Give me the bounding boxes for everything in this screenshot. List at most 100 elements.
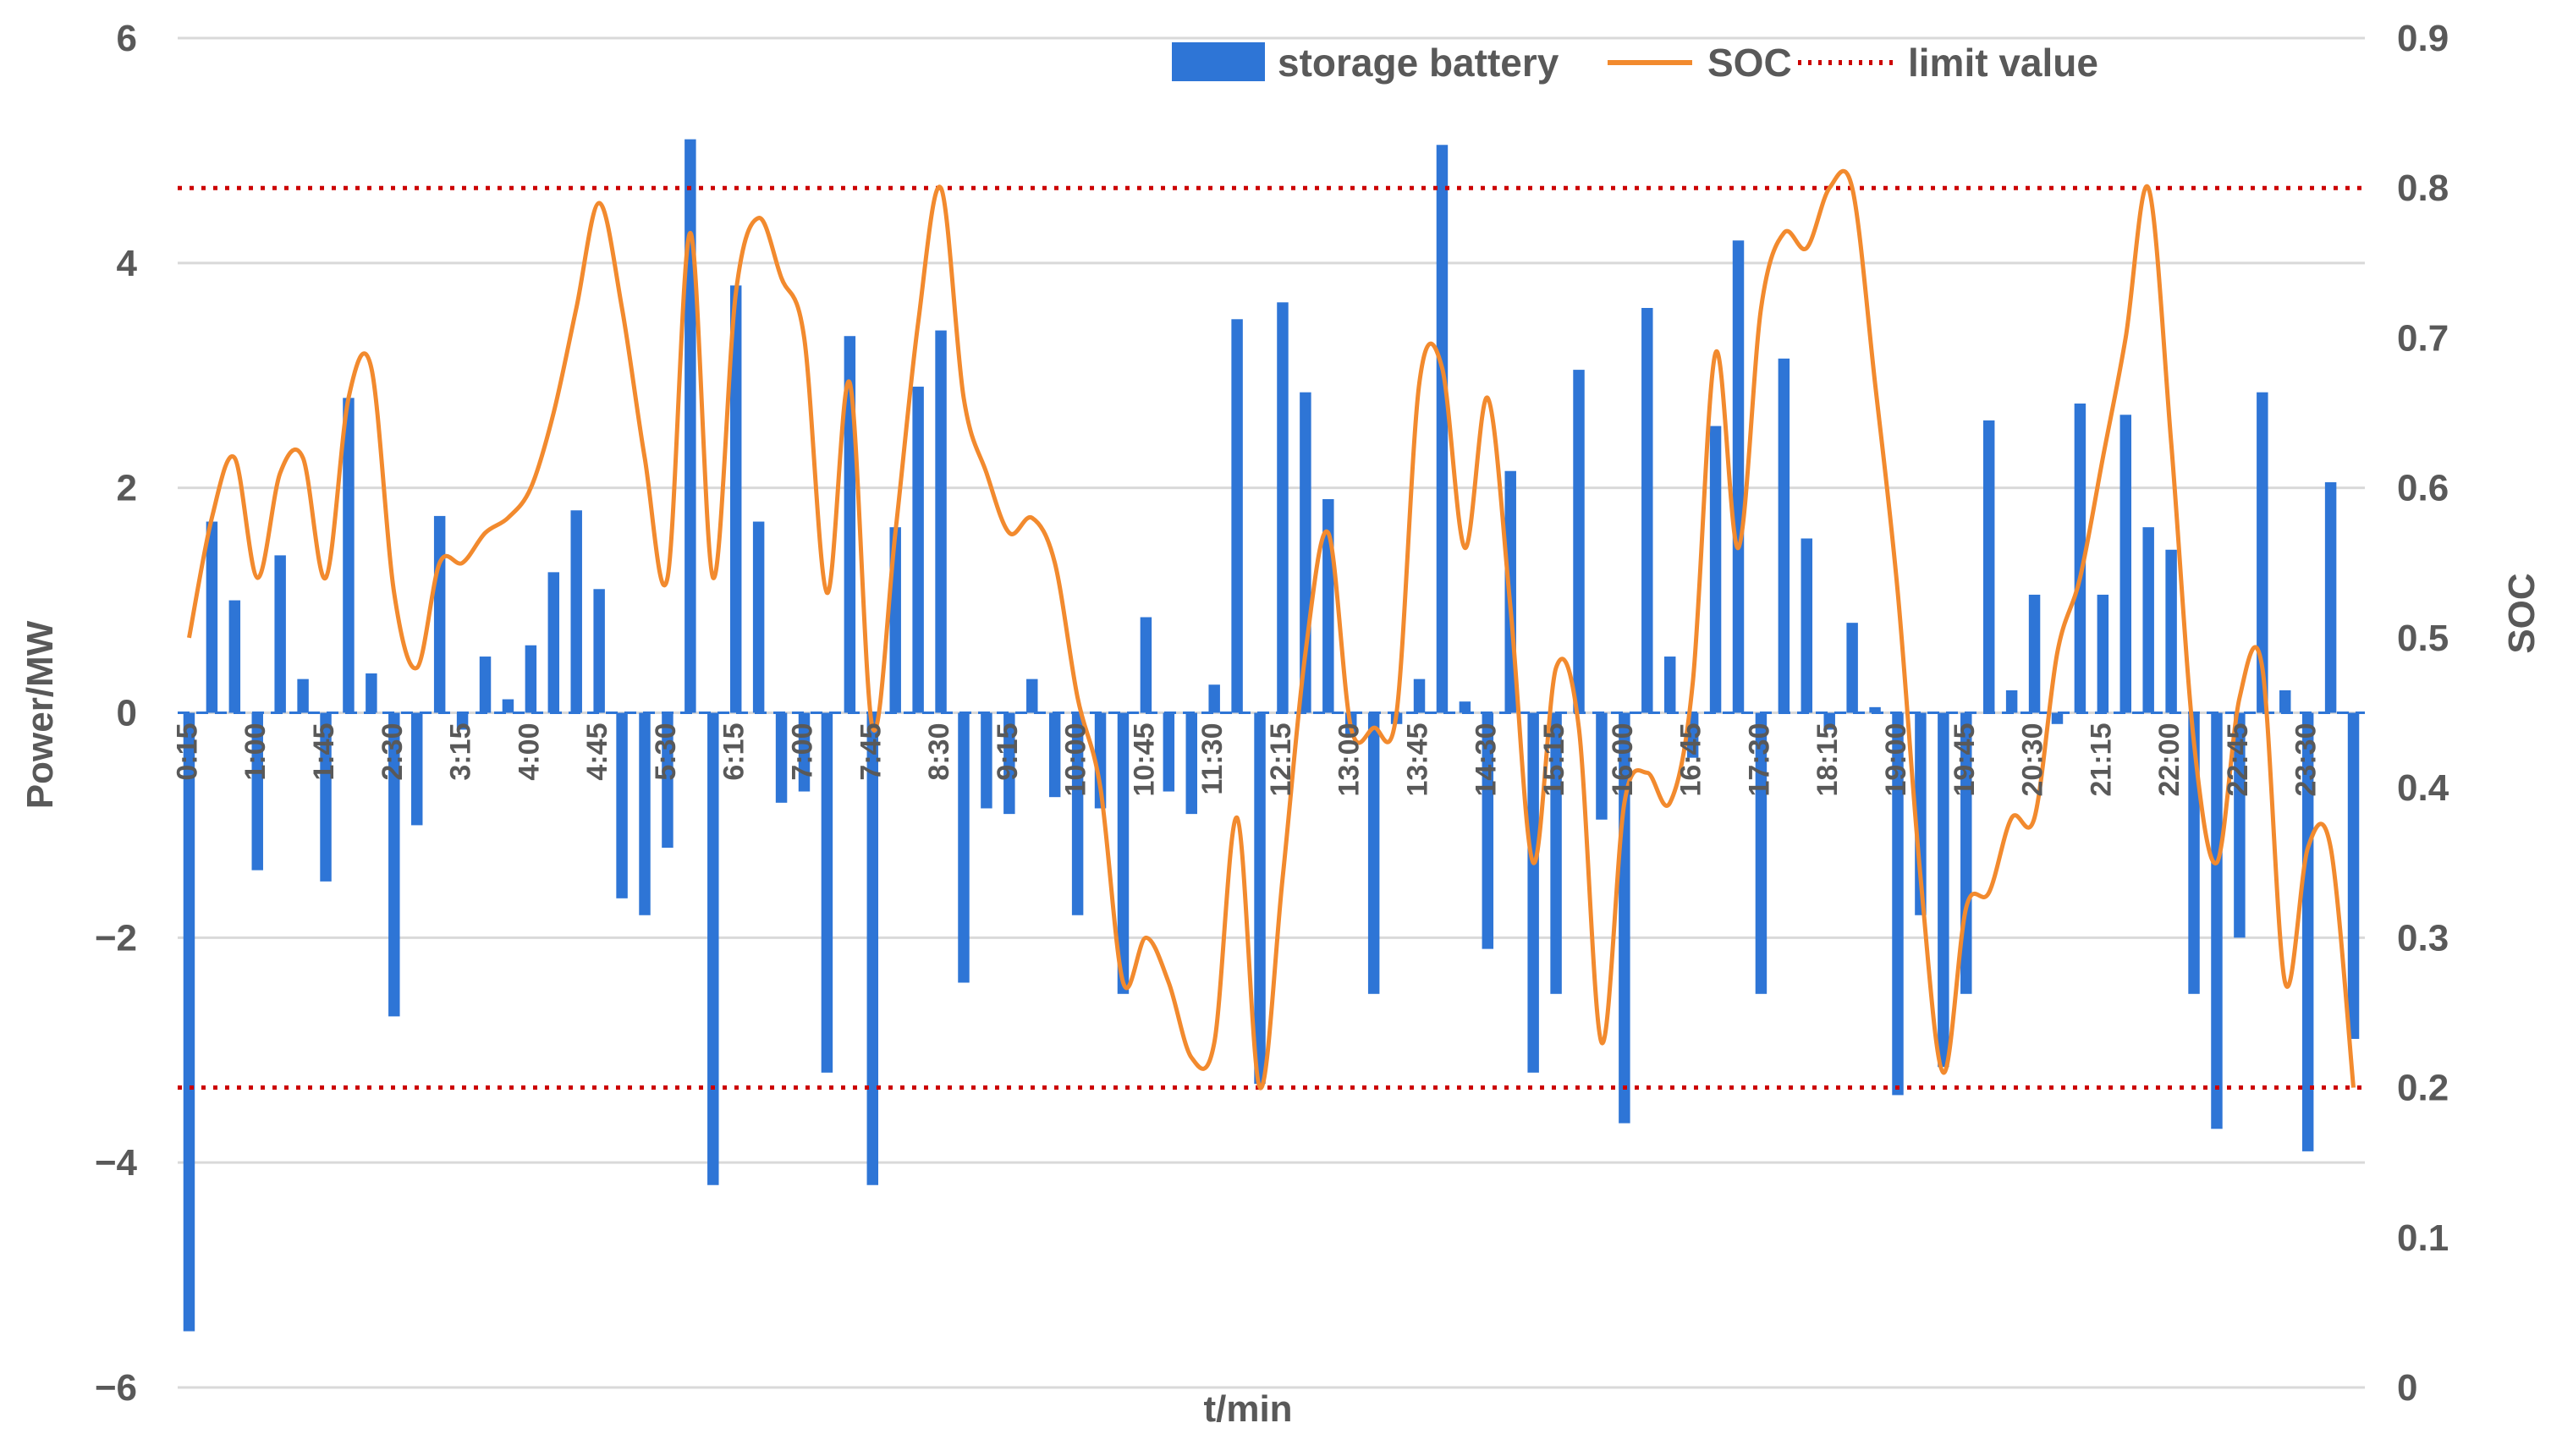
bar-21:30: [2119, 415, 2131, 713]
bar-23:00: [2257, 392, 2268, 713]
y-right-tick-label: 0.9: [2397, 18, 2449, 59]
soc-point-5:00: [622, 308, 623, 309]
soc-point-12:30: [1305, 652, 1306, 653]
soc-point-18:45: [1875, 382, 1876, 383]
bar-0:45: [228, 600, 241, 713]
bar-15:30: [1573, 370, 1585, 713]
soc-point-18:00: [1806, 248, 1807, 249]
x-tick-label: 6:15: [718, 723, 750, 781]
legend-label-limit-value: limit value: [1908, 41, 2098, 85]
soc-point-11:30: [1214, 1042, 1215, 1043]
y-right-tick-label: 0.6: [2397, 468, 2449, 509]
y-right-tick-label: 0.5: [2397, 618, 2449, 659]
soc-point-1:15: [280, 472, 281, 473]
soc-point-11:00: [1168, 982, 1169, 983]
y-axis-left-title: Power/MW: [19, 620, 61, 809]
x-tick-label: 17:30: [1743, 723, 1775, 797]
soc-point-15:00: [1533, 862, 1534, 863]
y-left-tick-label: 4: [117, 243, 138, 284]
bar-2:30: [388, 712, 400, 1017]
soc-point-20:15: [2011, 817, 2012, 818]
soc-point-22:15: [2194, 742, 2195, 743]
bar-17:30: [1755, 712, 1768, 994]
soc-point-8:00: [895, 532, 896, 533]
soc-point-10:00: [1077, 697, 1078, 698]
y-left-tick-label: −4: [95, 1142, 138, 1184]
soc-point-9:30: [1031, 518, 1032, 519]
y-axis-left-ticks: −6 −4 −2 0 2 4 6: [95, 18, 138, 1409]
soc-point-12:15: [1282, 877, 1283, 878]
soc-point-22:45: [2239, 697, 2240, 698]
soc-point-7:30: [849, 382, 850, 383]
bar-15:15: [1550, 712, 1562, 994]
legend-label-storage-battery: storage battery: [1278, 41, 1559, 85]
x-tick-label: 1:00: [239, 723, 272, 781]
soc-point-24:00: [2353, 1087, 2354, 1088]
bar-17:00: [1709, 426, 1722, 713]
soc-point-6:00: [712, 578, 713, 579]
bar-21:15: [2097, 594, 2109, 713]
soc-point-17:30: [1761, 308, 1762, 309]
x-tick-label: 19:00: [1880, 723, 1912, 797]
x-tick-label: 7:00: [786, 723, 818, 781]
bar-23:30: [2301, 712, 2314, 1151]
x-tick-label: 16:45: [1675, 723, 1707, 796]
soc-point-5:30: [667, 578, 668, 579]
y-right-tick-label: 0.3: [2397, 917, 2449, 959]
soc-point-10:30: [1123, 982, 1124, 983]
bar-14:00: [1436, 145, 1449, 713]
bar-17:15: [1732, 240, 1745, 713]
x-tick-label: 18:15: [1812, 723, 1844, 797]
soc-point-6:45: [781, 277, 782, 278]
soc-point-0:15: [189, 637, 190, 638]
bar-6:45: [775, 712, 788, 803]
x-tick-label: 2:30: [377, 723, 409, 781]
bar-5:30: [662, 712, 673, 848]
soc-point-23:30: [2307, 848, 2308, 849]
soc-point-15:45: [1601, 1042, 1602, 1043]
x-tick-label: 13:00: [1333, 723, 1366, 797]
x-tick-label: 12:15: [1265, 723, 1297, 797]
soc-point-6:30: [758, 217, 759, 218]
bar-series-storage-battery: [183, 139, 2360, 1332]
soc-point-3:45: [508, 518, 509, 519]
bar-2:15: [366, 673, 377, 713]
bar-6:30: [752, 521, 765, 713]
bar-4:30: [570, 510, 582, 713]
soc-point-11:45: [1237, 817, 1238, 818]
bar-6:00: [707, 712, 719, 1185]
bar-20:00: [1982, 420, 1995, 713]
bar-10:00: [1071, 712, 1084, 915]
x-tick-label: 10:00: [1060, 723, 1092, 797]
soc-point-13:45: [1419, 382, 1420, 383]
bar-10:15: [1094, 712, 1107, 809]
y-right-tick-label: 0.8: [2397, 168, 2449, 209]
bar-22:30: [2211, 712, 2223, 1129]
soc-point-5:15: [645, 458, 646, 459]
bar-1:15: [274, 555, 286, 713]
soc-point-23:15: [2284, 982, 2285, 983]
bar-1:00: [251, 712, 263, 871]
bar-8:30: [935, 330, 947, 713]
x-tick-label: 16:00: [1607, 723, 1639, 797]
y-right-tick-label: 0.1: [2397, 1217, 2449, 1259]
x-tick-label: 8:30: [923, 723, 955, 781]
y-left-tick-label: −2: [95, 917, 137, 959]
bar-16:30: [1663, 657, 1676, 713]
bar-7:15: [821, 712, 833, 1073]
bar-23:45: [2324, 482, 2337, 713]
x-tick-label: 22:00: [2153, 723, 2185, 797]
bar-13:15: [1367, 712, 1380, 994]
bar-4:00: [525, 645, 537, 713]
soc-point-21:45: [2148, 188, 2149, 189]
bar-10:45: [1140, 617, 1152, 713]
y-right-tick-label: 0.7: [2397, 317, 2449, 359]
soc-point-0:45: [234, 458, 235, 459]
bar-13:45: [1413, 679, 1426, 713]
bar-20:15: [2005, 690, 2018, 713]
y-left-tick-label: 6: [117, 18, 137, 59]
x-tick-label: 20:30: [2017, 723, 2049, 797]
soc-point-17:15: [1738, 547, 1739, 548]
soc-point-14:00: [1442, 367, 1443, 368]
bar-11:30: [1208, 684, 1220, 713]
